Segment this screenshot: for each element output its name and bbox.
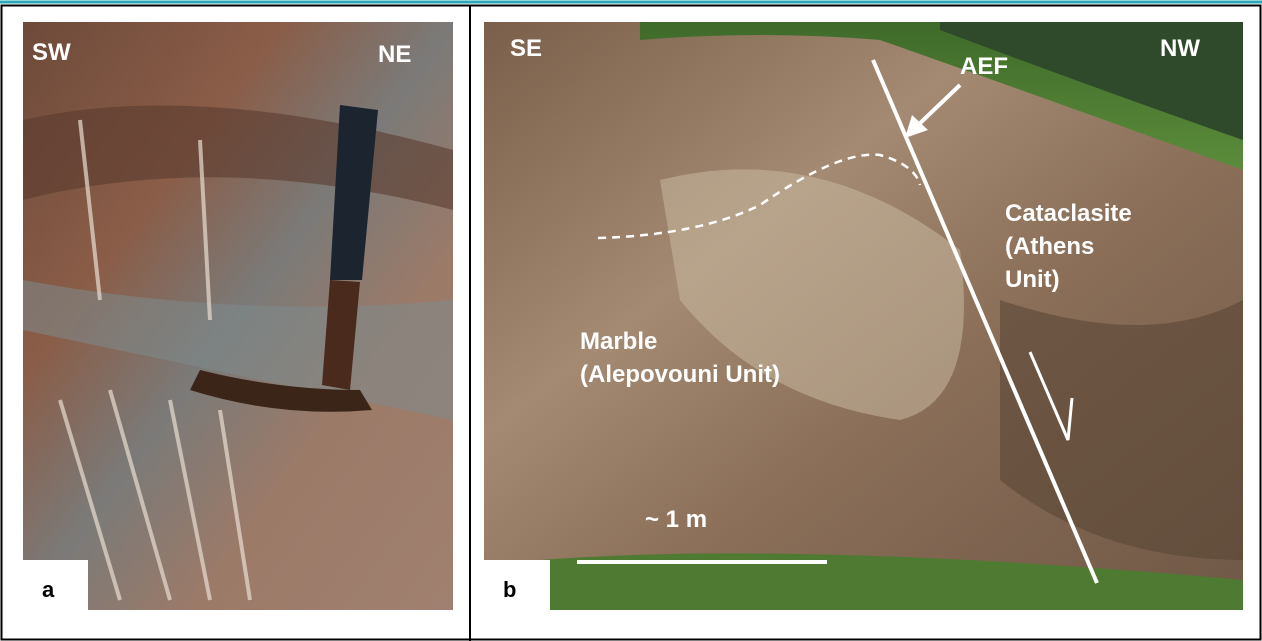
panel-label: b [503,577,516,602]
panel-label: a [42,577,55,602]
photo-b [484,22,1243,610]
orientation-label: NW [1160,35,1200,62]
figure: SW NE a SE NW AEF Cataclasite (Athens Un… [0,0,1262,641]
scale-label: ~ 1 m [645,506,707,533]
unit-label: (Alepovouni Unit) [580,361,780,388]
unit-label: (Athens [1005,233,1094,260]
unit-label: Unit) [1005,266,1060,293]
orientation-label: NE [378,41,411,68]
orientation-label: SW [32,39,71,66]
unit-label: Cataclasite [1005,200,1132,227]
fault-label: AEF [960,53,1008,80]
photo-a [23,22,453,610]
orientation-label: SE [510,35,542,62]
unit-label: Marble [580,328,657,355]
